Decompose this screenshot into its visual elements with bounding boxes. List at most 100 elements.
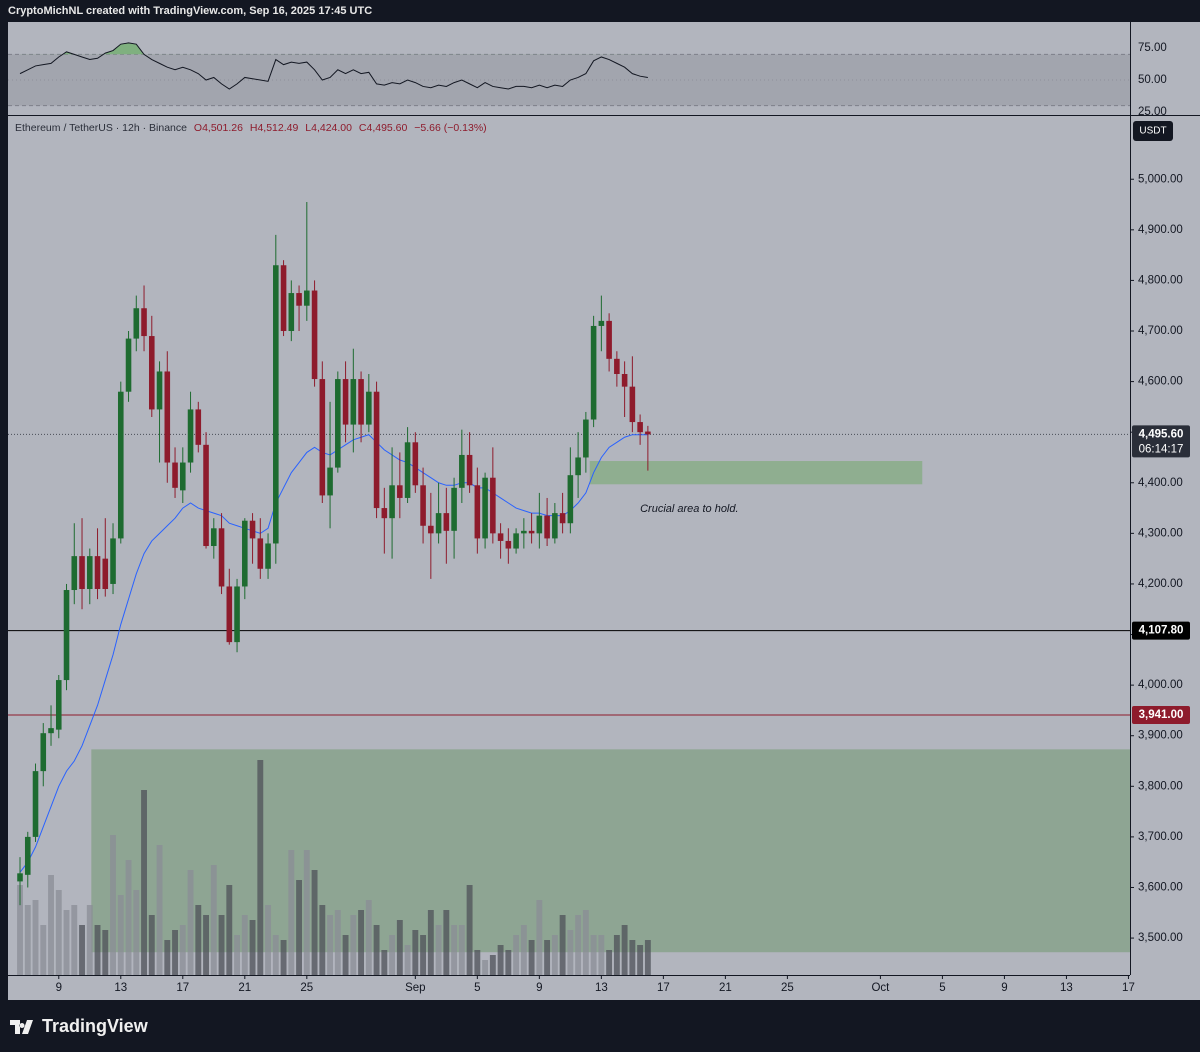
brand[interactable]: TradingView <box>10 1016 148 1037</box>
volume-bar <box>241 915 248 975</box>
y-tick-label: 3,800.00 <box>1138 780 1183 792</box>
candle-body <box>180 462 186 491</box>
volume-bar <box>373 925 380 975</box>
x-tick-label: 9 <box>1001 982 1007 994</box>
volume-bar <box>272 935 279 975</box>
candle-body <box>304 290 310 306</box>
volume-bar <box>203 915 209 975</box>
volume-bar <box>497 945 504 975</box>
ohlc-close: C4,495.60 <box>358 122 408 134</box>
y-tick-label: 3,500.00 <box>1138 932 1183 944</box>
zone <box>91 749 1131 953</box>
volume-bar <box>342 935 349 975</box>
candle-body <box>273 265 279 544</box>
candle-body <box>86 556 93 590</box>
candle-body <box>125 338 132 392</box>
volume-bar <box>86 905 93 975</box>
candle-body <box>637 422 643 433</box>
volume-bar <box>327 915 334 975</box>
candle-body <box>621 374 628 387</box>
candle-body <box>249 520 256 539</box>
candle-body <box>172 462 178 488</box>
volume-bar <box>195 905 202 975</box>
volume-bar <box>102 930 109 975</box>
countdown-label: 06:14:17 <box>1139 443 1184 455</box>
candle-body <box>242 520 248 587</box>
annotation: Crucial area to hold. <box>640 503 738 515</box>
candle-body <box>94 556 101 590</box>
level-label-box <box>1132 705 1190 724</box>
x-tick-label: 13 <box>114 982 127 994</box>
volume-bar <box>396 920 403 975</box>
volume-bar <box>482 960 489 975</box>
candle-body <box>342 379 349 425</box>
candle-body <box>117 391 124 539</box>
ohlc-low: L4,424.00 <box>305 122 352 134</box>
volume-bar <box>280 940 287 975</box>
candle-body <box>79 556 85 590</box>
plot-layer: 75.00 50.00 25.00 3,500.00 3,600.00 3,700.00 3… <box>8 42 1190 994</box>
candle-body <box>110 538 116 584</box>
volume-bar <box>575 915 582 975</box>
y-tick-label: 3,600.00 <box>1138 882 1183 894</box>
y-tick-label: 4,800.00 <box>1138 274 1183 286</box>
candle-body <box>583 419 589 458</box>
volume-bar <box>234 935 240 975</box>
volume-bar <box>381 950 388 975</box>
candle-body <box>211 528 217 547</box>
candle-body <box>490 477 496 534</box>
candle-body <box>575 457 581 476</box>
last-price-label: 4,495.60 <box>1139 428 1184 440</box>
candle-body <box>412 442 419 486</box>
candle-body <box>404 442 411 498</box>
y-tick-label: 4,200.00 <box>1138 578 1183 590</box>
volume-bar <box>210 865 217 975</box>
volume-bar <box>358 910 365 975</box>
volume-bar <box>94 925 101 975</box>
rsi-tick-label: 75.00 <box>1138 42 1167 54</box>
candle-body <box>17 873 23 882</box>
volume-bar <box>17 885 23 975</box>
candle-body <box>443 513 450 531</box>
y-tick-label: 4,400.00 <box>1138 477 1183 489</box>
volume-bar <box>172 930 178 975</box>
candle-body <box>521 530 527 534</box>
volume-bar <box>32 900 39 975</box>
volume-bar <box>644 940 651 975</box>
candle-body <box>513 533 519 549</box>
volume-bar <box>443 910 450 975</box>
volume-bar <box>520 925 527 975</box>
volume-bar <box>451 925 458 975</box>
y-tick-label: 5,000.00 <box>1138 173 1183 185</box>
candle-body <box>629 386 636 423</box>
volume-bar <box>551 935 558 975</box>
candle-body <box>373 391 380 509</box>
volume-bar <box>513 935 520 975</box>
volume-bar <box>427 910 434 975</box>
candle-body <box>606 320 612 359</box>
volume-bar <box>598 935 605 975</box>
x-tick-label: 25 <box>300 982 313 994</box>
volume-bar <box>559 915 566 975</box>
candle-body <box>389 485 395 519</box>
candle-body <box>567 475 574 524</box>
volume-bar <box>249 920 256 975</box>
candle-body <box>203 444 209 547</box>
candle-body <box>451 487 457 531</box>
volume-bar <box>187 870 194 975</box>
candle-body <box>350 379 357 425</box>
candle-body <box>40 733 47 772</box>
level-label: 4,107.80 <box>1139 625 1184 637</box>
volume-bar <box>629 940 636 975</box>
volume-bar <box>296 880 303 975</box>
x-tick-label: Oct <box>871 982 890 994</box>
candle-body <box>466 454 473 486</box>
candle-body <box>55 680 62 730</box>
volume-bar <box>621 925 628 975</box>
volume-bar <box>319 905 326 975</box>
candle-body <box>474 485 481 539</box>
x-tick-label: 9 <box>56 982 62 994</box>
volume-bar <box>257 760 264 975</box>
volume-bar <box>218 915 225 975</box>
brand-name: TradingView <box>42 1016 148 1036</box>
